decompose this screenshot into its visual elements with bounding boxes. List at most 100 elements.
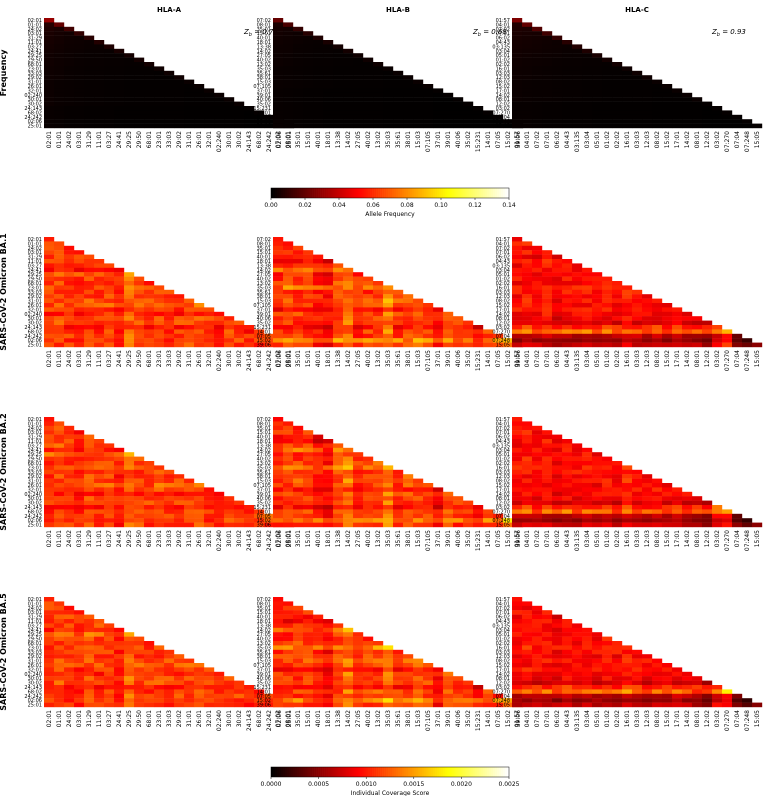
heat-cell: [114, 70, 125, 76]
heat-cell: [194, 97, 205, 102]
heat-cell: [64, 101, 75, 107]
heat-cell: [642, 491, 653, 497]
y-tick-label: 07:105: [253, 483, 271, 489]
heat-cell: [114, 110, 125, 115]
x-tick-label: 07:02: [534, 710, 541, 727]
heat-cell: [672, 689, 683, 694]
y-tick-label: 03:27: [28, 623, 42, 629]
heat-cell: [742, 119, 753, 124]
heat-cell: [144, 469, 155, 475]
heat-cell: [403, 509, 414, 514]
heat-cell: [273, 320, 284, 326]
heat-cell: [353, 689, 364, 694]
heat-cell: [124, 119, 135, 124]
heat-cell: [44, 22, 55, 27]
heat-cell: [204, 676, 215, 681]
heat-cell: [552, 478, 563, 484]
heat-cell: [373, 66, 384, 71]
heat-cell: [542, 680, 553, 686]
heat-cell: [592, 698, 603, 703]
heat-cell: [582, 272, 593, 277]
heat-cell: [74, 513, 85, 519]
heat-cell: [532, 114, 543, 120]
colorbar-gradient-step: [475, 767, 478, 777]
heat-cell: [94, 119, 105, 124]
heat-cell: [224, 338, 235, 343]
heat-cell: [622, 487, 633, 492]
heat-cell: [74, 518, 85, 523]
heat-cell: [373, 75, 384, 80]
heat-cell: [393, 303, 404, 308]
heat-cell: [244, 119, 255, 124]
heat-cell: [164, 469, 175, 475]
heat-cell: [503, 123, 514, 129]
heat-cell: [254, 123, 265, 129]
heat-cell: [532, 119, 543, 124]
heat-cell: [313, 333, 324, 339]
heat-cell: [512, 698, 523, 703]
colorbar-gradient-step: [290, 188, 294, 198]
colorbar-gradient-step: [467, 188, 470, 198]
heat-cell: [652, 500, 663, 506]
x-tick-label: 15:02: [505, 710, 512, 727]
heat-cell: [522, 456, 533, 462]
x-tick-label: 13:38: [335, 350, 342, 367]
colorbar-gradient-step: [356, 767, 359, 777]
heat-cell: [104, 478, 115, 484]
y-tick-label: 12:02: [496, 102, 510, 108]
heat-cell: [622, 79, 633, 85]
heat-cell: [94, 496, 105, 501]
heat-cell: [94, 702, 105, 708]
heat-cell: [84, 443, 95, 448]
heat-cell: [403, 663, 414, 668]
heat-cell: [602, 505, 613, 510]
heat-cell: [104, 342, 115, 348]
heat-cell: [44, 245, 55, 251]
heat-cell: [134, 469, 145, 475]
heat-cell: [433, 342, 444, 348]
heat-cell: [124, 57, 135, 63]
heat-cell: [313, 92, 324, 98]
x-tick-label: 13:02: [375, 350, 382, 367]
heat-cell: [44, 623, 55, 628]
heat-cell: [662, 123, 673, 129]
heat-cell: [154, 342, 165, 348]
heat-cell: [313, 645, 324, 650]
heat-cell: [303, 320, 314, 326]
heat-cell: [562, 66, 573, 71]
heat-cell: [393, 658, 404, 664]
heat-cell: [612, 285, 623, 290]
heat-cell: [273, 325, 284, 330]
heat-cell: [254, 513, 265, 519]
heat-cell: [582, 316, 593, 321]
heat-cell: [204, 505, 215, 510]
heat-cell: [343, 66, 354, 71]
heat-cell: [154, 338, 165, 343]
heat-cell: [642, 483, 653, 488]
heat-cell: [64, 338, 75, 343]
x-tick-label: 03:02: [714, 530, 721, 547]
heat-cell: [433, 505, 444, 510]
heat-cell: [572, 496, 583, 501]
heat-cell: [522, 434, 533, 440]
y-tick-label: 01:01: [28, 421, 42, 427]
colorbar-gradient-step: [378, 767, 381, 777]
heat-cell: [333, 298, 344, 304]
heat-cell: [433, 123, 444, 129]
colorbar-gradient-step: [421, 767, 425, 777]
heat-cell: [303, 333, 314, 339]
heat-cell: [542, 478, 553, 484]
y-tick-label: 15:03: [257, 80, 271, 86]
heat-cell: [164, 676, 175, 681]
y-tick-label: 31:01: [28, 80, 42, 86]
heat-cell: [602, 645, 613, 650]
heat-cell: [512, 311, 523, 317]
heat-cell: [84, 320, 95, 326]
heat-cell: [293, 689, 304, 694]
heat-cell: [273, 316, 284, 321]
heat-cell: [532, 513, 543, 519]
heat-cell: [234, 338, 245, 343]
heat-cell: [134, 329, 145, 334]
heat-cell: [273, 658, 284, 664]
y-tick-label: 01:01: [28, 22, 42, 28]
